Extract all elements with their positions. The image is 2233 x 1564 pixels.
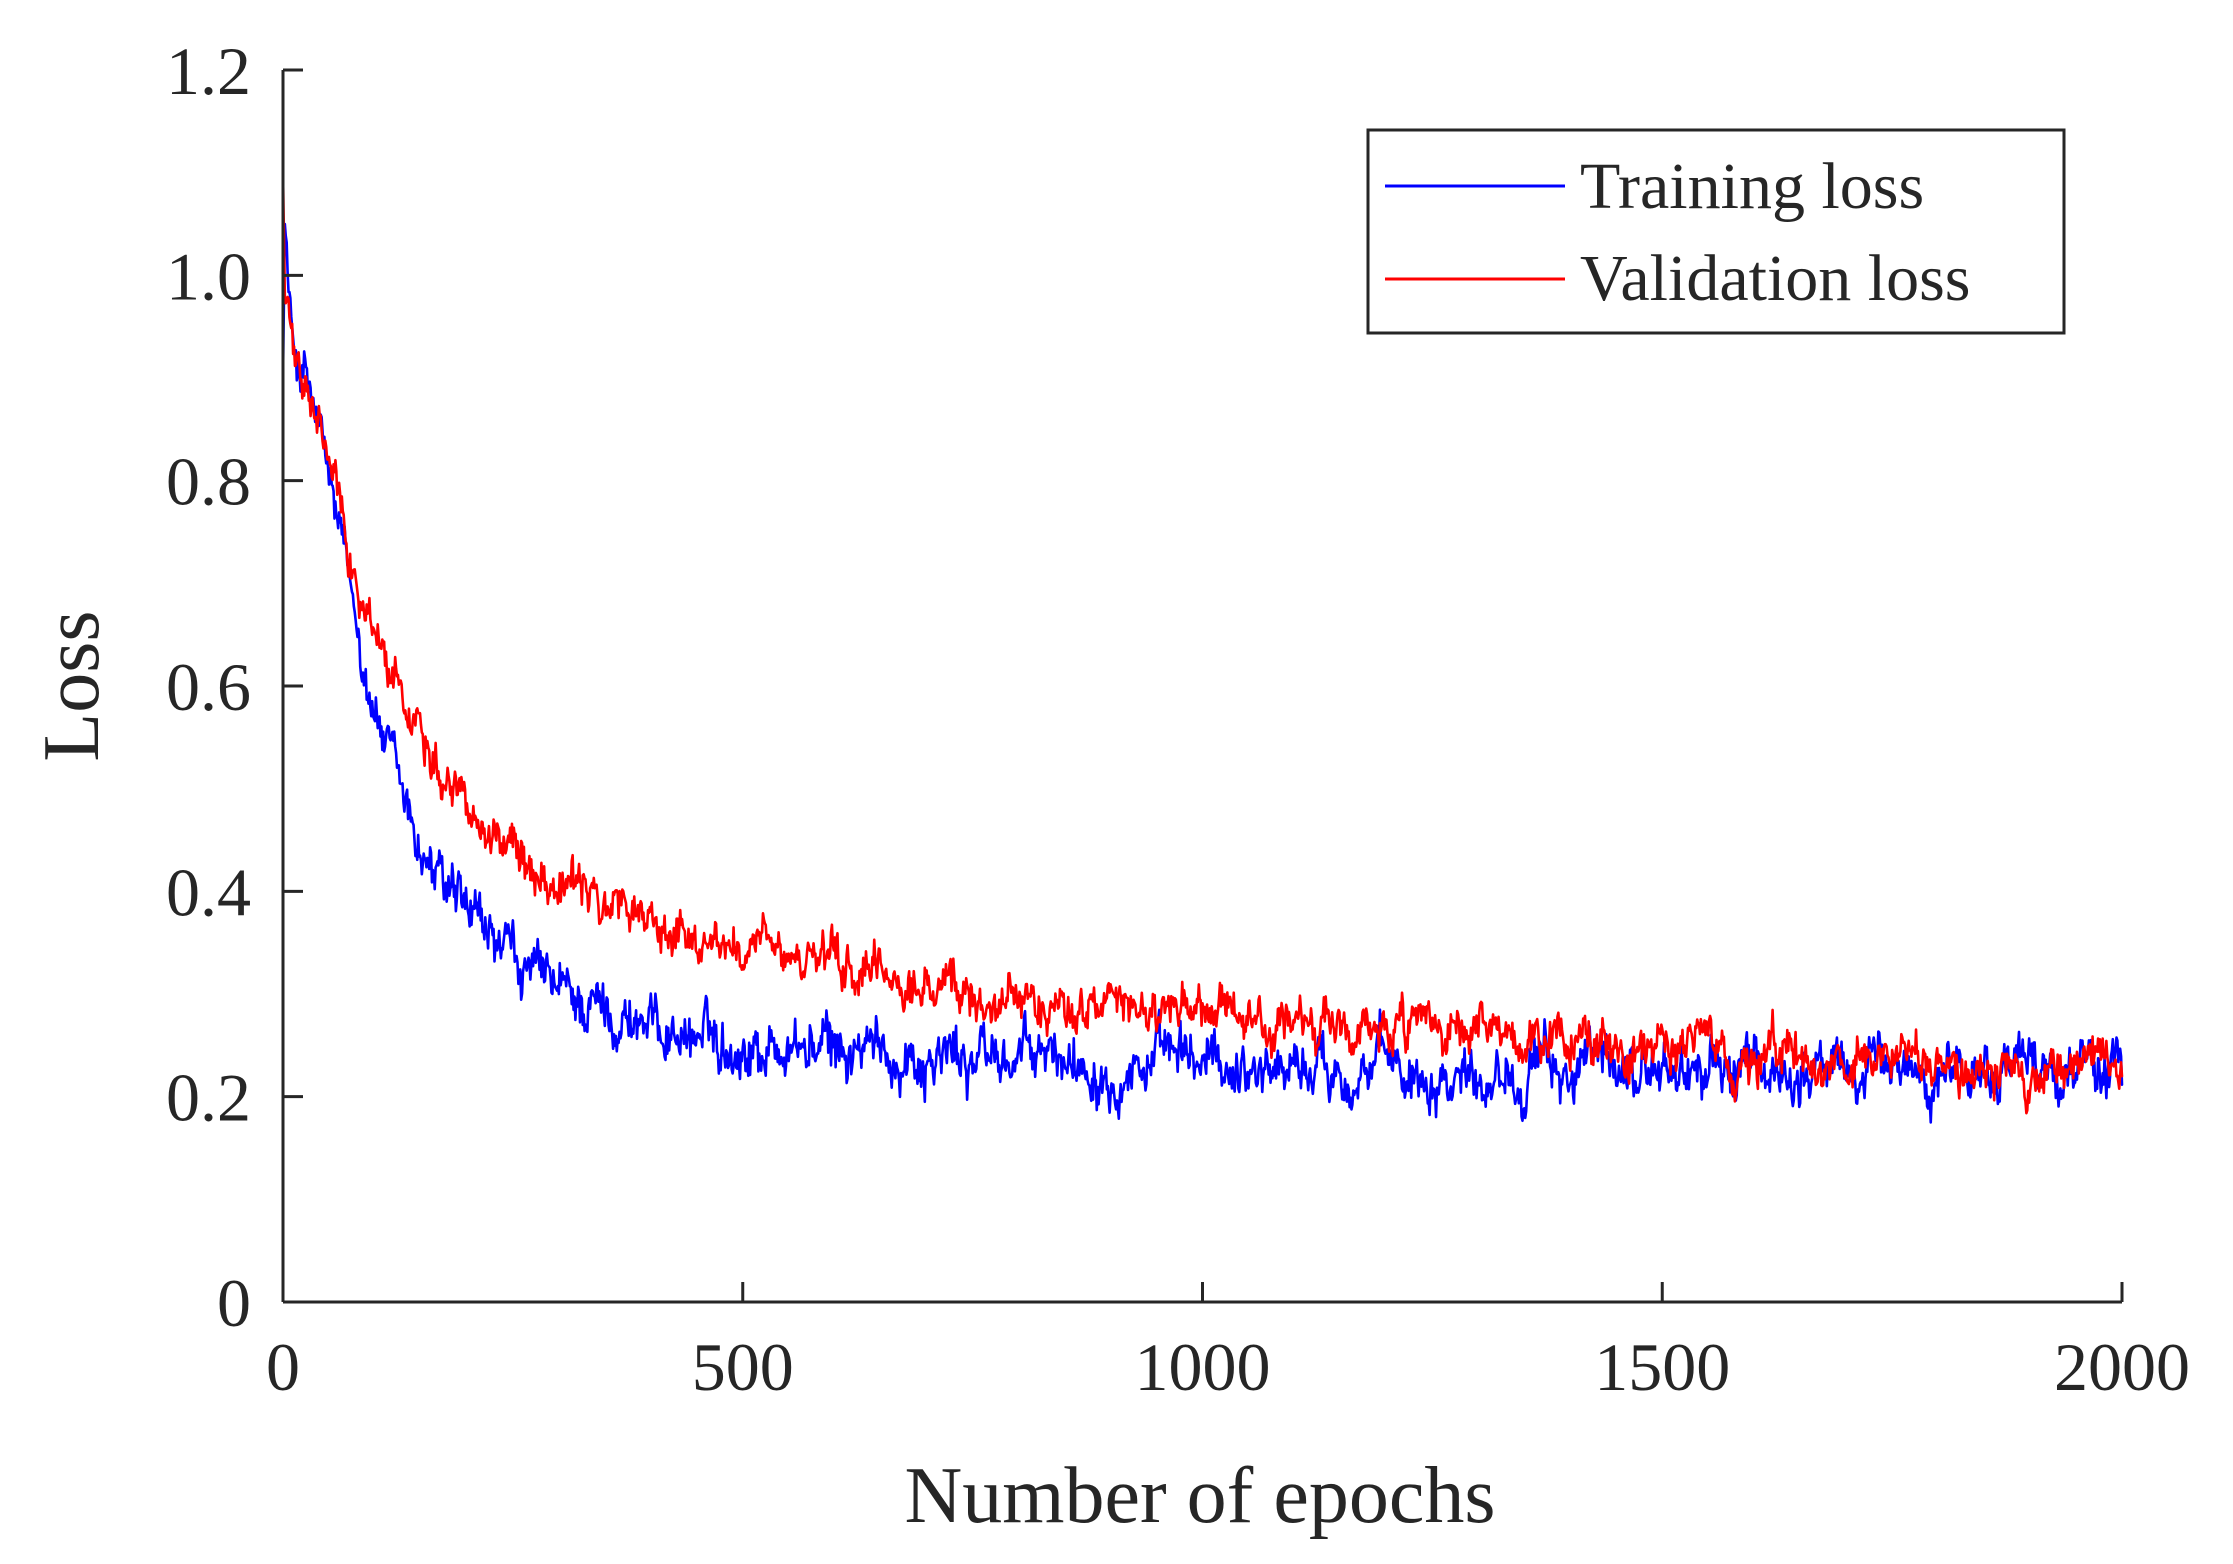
legend-label-validation-loss: Validation loss [1580,242,1971,315]
y-tick-label: 0 [217,1265,251,1341]
x-tick-label: 1000 [1135,1329,1271,1405]
legend-box [1366,128,2066,335]
series-layer [281,171,2124,1124]
y-tick-label: 1.2 [166,33,251,109]
y-tick-label: 0.6 [166,649,251,725]
series-line-validation-loss [281,171,2124,1115]
x-axis-title: Number of epochs [905,1452,1496,1540]
legend-label-training-loss: Training loss [1580,150,1924,223]
y-tick-label: 0.8 [166,444,251,520]
x-tick-label: 1500 [1594,1329,1730,1405]
y-tick-label: 0.2 [166,1060,251,1136]
ticks-layer: 0 500 1000 1500 2000 0 0.2 0.4 0.6 0.8 1.0 1.2 [166,33,2190,1405]
x-tick-label: 0 [266,1329,300,1405]
legend: Training loss Validation loss [1366,128,2066,335]
series-line-training-loss [281,222,2124,1124]
y-axis-title: Loss [28,610,116,761]
y-tick-label: 1.0 [166,238,251,314]
y-tick-label: 0.4 [166,854,251,930]
x-tick-label: 500 [692,1329,794,1405]
x-tick-label: 2000 [2054,1329,2190,1405]
plot-area: 0 500 1000 1500 2000 0 0.2 0.4 0.6 0.8 1.0 1.2 [166,33,2190,1405]
